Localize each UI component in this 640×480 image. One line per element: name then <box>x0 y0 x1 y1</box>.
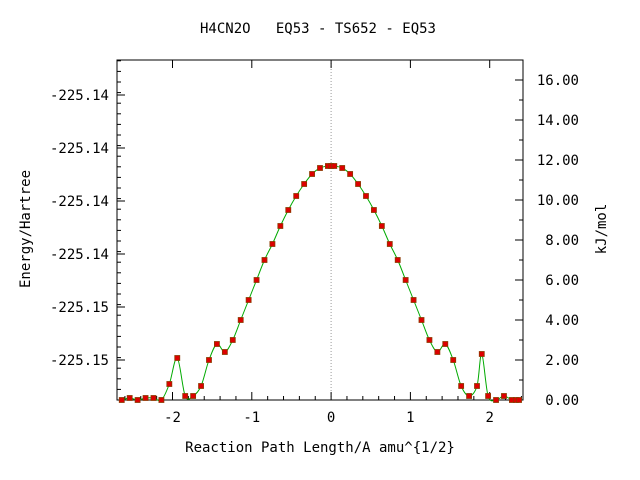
data-point <box>286 208 291 213</box>
data-point <box>419 318 424 323</box>
right-tick-label: 12.00 <box>537 153 579 169</box>
data-point <box>411 298 416 303</box>
data-point <box>494 398 499 403</box>
data-point <box>294 194 299 199</box>
data-point <box>151 396 156 401</box>
right-tick-label: 6.00 <box>545 273 579 289</box>
data-point <box>479 352 484 357</box>
data-point <box>340 166 345 171</box>
left-tick-label: -225.14 <box>50 247 109 263</box>
x-axis-ticks: -2 -1 0 1 2 <box>125 60 521 426</box>
data-point <box>238 318 243 323</box>
data-point <box>318 166 323 171</box>
data-point <box>270 242 275 247</box>
data-point <box>310 172 315 177</box>
x-tick-label: 0 <box>327 410 335 426</box>
left-tick-label: -225.14 <box>50 141 109 157</box>
data-point <box>363 194 368 199</box>
data-point <box>199 384 204 389</box>
chart-title: H4CN2O EQ53 - TS652 - EQ53 <box>200 21 436 37</box>
data-point <box>191 394 196 399</box>
right-tick-label: 10.00 <box>537 193 579 209</box>
data-point <box>517 398 522 403</box>
data-point <box>159 398 164 403</box>
data-point <box>395 258 400 263</box>
data-point <box>214 342 219 347</box>
data-point <box>486 394 491 399</box>
data-point <box>183 394 188 399</box>
data-point <box>222 350 227 355</box>
left-axis-ticks: -225.15 -225.15 -225.14 -225.14 -225.14 -225.… <box>50 61 125 400</box>
right-tick-label: 2.00 <box>545 353 579 369</box>
x-axis-title: Reaction Path Length/A amu^{1/2} <box>185 440 455 456</box>
data-point <box>403 278 408 283</box>
data-point <box>127 396 132 401</box>
data-point <box>451 358 456 363</box>
data-point <box>356 182 361 187</box>
reaction-path-chart: H4CN2O EQ53 - TS652 - EQ53 -2 -1 0 1 2 -225.… <box>0 0 640 480</box>
data-point <box>459 384 464 389</box>
data-point <box>143 396 148 401</box>
right-axis-title: kJ/mol <box>594 204 610 255</box>
data-point <box>167 382 172 387</box>
data-point <box>302 182 307 187</box>
data-point <box>371 208 376 213</box>
energy-curve <box>122 166 519 401</box>
left-tick-label: -225.14 <box>50 194 109 210</box>
left-tick-label: -225.15 <box>50 300 109 316</box>
data-point <box>443 342 448 347</box>
right-tick-label: 8.00 <box>545 233 579 249</box>
x-tick-label: -2 <box>164 410 181 426</box>
right-tick-label: 0.00 <box>545 393 579 409</box>
data-point <box>206 358 211 363</box>
x-tick-label: 2 <box>485 410 493 426</box>
data-point <box>278 224 283 229</box>
data-point <box>119 398 124 403</box>
right-axis-ticks: 0.00 2.00 4.00 6.00 8.00 10.00 12.00 14.00 16.00 <box>515 73 579 409</box>
data-point <box>379 224 384 229</box>
data-point <box>435 350 440 355</box>
data-point <box>475 384 480 389</box>
right-tick-label: 16.00 <box>537 73 579 89</box>
data-point <box>348 172 353 177</box>
data-point <box>135 398 140 403</box>
data-point <box>175 356 180 361</box>
left-tick-label: -225.15 <box>50 353 109 369</box>
data-point <box>254 278 259 283</box>
data-point <box>387 242 392 247</box>
x-tick-label: 1 <box>406 410 414 426</box>
data-point <box>427 338 432 343</box>
data-point <box>467 394 472 399</box>
plot-frame <box>117 60 523 400</box>
data-point <box>501 394 506 399</box>
x-tick-label: -1 <box>243 410 260 426</box>
left-axis-title: Energy/Hartree <box>18 170 34 288</box>
data-point <box>332 164 337 169</box>
data-point <box>230 338 235 343</box>
left-tick-label: -225.14 <box>50 88 109 104</box>
data-point <box>262 258 267 263</box>
right-tick-label: 4.00 <box>545 313 579 329</box>
data-point <box>246 298 251 303</box>
right-tick-label: 14.00 <box>537 113 579 129</box>
